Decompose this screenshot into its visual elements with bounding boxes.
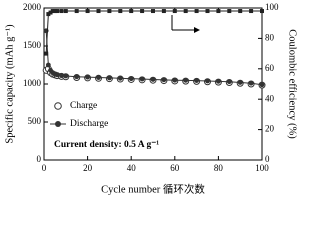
point [118, 9, 123, 14]
point [107, 75, 112, 81]
point [194, 9, 199, 14]
y-tick-label: 1500 [23, 40, 42, 50]
point [205, 9, 210, 14]
y2-tick-label: 0 [265, 154, 270, 164]
point [54, 72, 60, 78]
right-arrow [171, 15, 200, 33]
point [260, 9, 264, 14]
series-line [45, 10, 262, 54]
x-tick-label: 20 [83, 163, 93, 173]
y2-tick-label: 80 [265, 32, 275, 42]
point [238, 9, 243, 14]
point [249, 9, 254, 14]
x-tick-label: 80 [214, 163, 224, 173]
legend-label: Charge [70, 101, 97, 111]
y2-tick-label: 100 [265, 2, 279, 12]
point [55, 9, 60, 14]
point [183, 77, 189, 83]
y2-tick-label: 20 [265, 124, 275, 134]
annotation: Current density: 0.5 A g⁻¹ [54, 140, 159, 150]
point [48, 10, 53, 15]
point [96, 9, 101, 14]
point [151, 9, 155, 14]
point [259, 82, 265, 88]
point [96, 75, 101, 80]
point [107, 9, 112, 14]
point [74, 9, 79, 14]
point [85, 9, 90, 14]
point [46, 12, 51, 17]
point [205, 78, 210, 84]
point [172, 77, 178, 83]
point [59, 9, 64, 14]
point [117, 75, 123, 81]
y-axis-title: Specific capacity (mAh g⁻¹) [4, 24, 15, 144]
point [183, 9, 188, 14]
x-tick-label: 60 [170, 163, 180, 173]
point [45, 62, 51, 68]
point [150, 77, 156, 82]
point [74, 74, 80, 80]
point [63, 9, 68, 14]
point [63, 73, 69, 79]
x-tick-label: 100 [255, 163, 269, 173]
y-tick-label: 0 [37, 154, 42, 164]
chart: Cycle number 循环次数 Specific capacity (mAh… [4, 2, 298, 195]
point [194, 78, 200, 83]
point [161, 77, 167, 83]
point [128, 76, 134, 82]
point [216, 9, 221, 14]
y2-tick-label: 40 [265, 93, 275, 103]
point [227, 9, 232, 14]
y2-axis-title: Coulombic efficiency (%) [287, 29, 298, 139]
y-tick-label: 1000 [23, 78, 42, 88]
y-tick-label: 2000 [23, 2, 42, 12]
point [50, 9, 55, 14]
point [44, 51, 49, 56]
point [248, 80, 254, 86]
point [85, 74, 90, 80]
point [52, 9, 57, 14]
x-tick-label: 0 [42, 163, 47, 173]
x-axis-title: Cycle number 循环次数 [101, 182, 205, 195]
y-tick-label: 500 [28, 116, 42, 126]
point [161, 9, 166, 14]
x-tick-label: 40 [127, 163, 137, 173]
legend-marker [55, 121, 61, 127]
point [140, 9, 145, 14]
legend-label: Discharge [70, 119, 108, 129]
point [172, 9, 177, 14]
y2-tick-label: 60 [265, 63, 275, 73]
point [129, 9, 134, 14]
point [237, 80, 243, 85]
legend-marker [54, 102, 62, 110]
point [139, 76, 145, 82]
point [216, 78, 221, 84]
point [226, 79, 232, 85]
point [59, 73, 64, 79]
